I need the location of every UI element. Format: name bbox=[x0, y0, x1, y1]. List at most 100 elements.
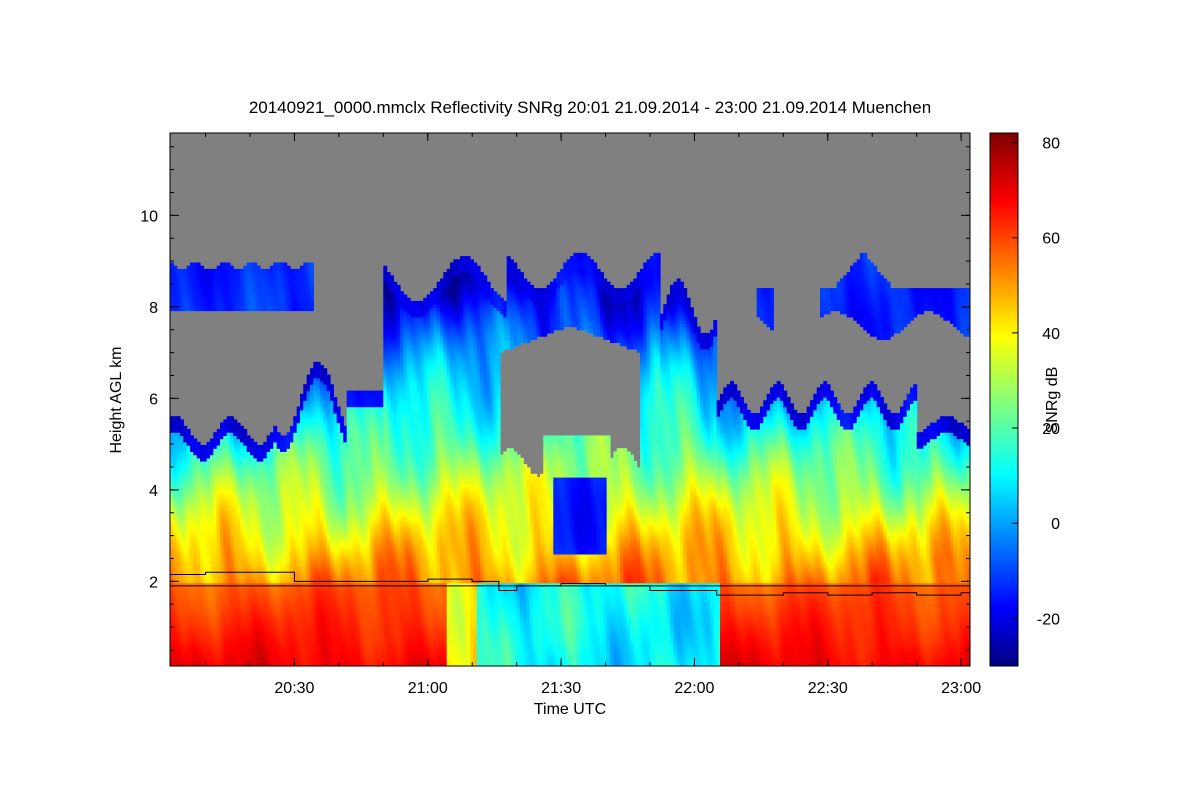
heatmap-cell bbox=[236, 291, 241, 296]
heatmap-cell bbox=[226, 531, 231, 536]
heatmap-cell bbox=[316, 550, 321, 555]
heatmap-cell bbox=[310, 432, 314, 436]
heatmap-cell bbox=[236, 425, 241, 430]
heatmap-cell bbox=[216, 502, 221, 507]
heatmap-cell bbox=[220, 505, 224, 510]
heatmap-cell bbox=[203, 614, 208, 619]
heatmap-cell bbox=[226, 416, 231, 420]
heatmap-cell bbox=[226, 461, 231, 465]
heatmap-cell bbox=[176, 441, 181, 446]
heatmap-cell bbox=[233, 528, 238, 533]
heatmap-cell bbox=[243, 467, 248, 472]
heatmap-cell bbox=[290, 284, 294, 289]
heatmap-cell bbox=[213, 611, 218, 616]
heatmap-cell bbox=[310, 381, 314, 385]
heatmap-cell bbox=[320, 569, 324, 574]
heatmap-cell bbox=[180, 553, 184, 558]
heatmap-cell bbox=[256, 576, 261, 581]
heatmap-cell bbox=[210, 467, 214, 472]
heatmap-cell bbox=[266, 486, 271, 491]
heatmap-cell bbox=[226, 502, 231, 507]
heatmap-cell bbox=[273, 509, 278, 513]
heatmap-cell bbox=[293, 608, 298, 613]
heatmap-cell bbox=[246, 618, 251, 622]
heatmap-cell bbox=[200, 605, 204, 609]
heatmap-cell bbox=[170, 528, 174, 533]
heatmap-cell bbox=[186, 281, 191, 286]
heatmap-cell bbox=[216, 294, 221, 299]
heatmap-cell bbox=[300, 608, 304, 613]
heatmap-cell bbox=[216, 288, 221, 292]
heatmap-cell bbox=[270, 448, 274, 452]
heatmap-cell bbox=[280, 461, 284, 465]
heatmap-cell bbox=[223, 592, 228, 597]
heatmap-cell bbox=[236, 297, 241, 302]
heatmap-cell bbox=[183, 467, 188, 472]
heatmap-cell bbox=[213, 441, 218, 446]
heatmap-cell bbox=[180, 601, 184, 606]
heatmap-cell bbox=[303, 489, 308, 494]
heatmap-cell bbox=[273, 499, 278, 504]
heatmap-cell bbox=[183, 473, 188, 478]
heatmap-cell bbox=[196, 595, 201, 600]
heatmap-cell bbox=[290, 297, 294, 302]
heatmap-cell bbox=[290, 566, 294, 571]
heatmap-cell bbox=[170, 563, 174, 568]
heatmap-cell bbox=[306, 598, 311, 603]
heatmap-cell bbox=[233, 582, 238, 587]
heatmap-cell bbox=[286, 541, 291, 545]
heatmap-cell bbox=[276, 643, 281, 648]
heatmap-cell bbox=[243, 429, 248, 433]
heatmap-cell bbox=[293, 294, 298, 299]
heatmap-cell bbox=[273, 486, 278, 491]
heatmap-cell bbox=[290, 294, 294, 299]
heatmap-cell bbox=[216, 646, 221, 651]
heatmap-cell bbox=[270, 512, 274, 517]
heatmap-cell bbox=[290, 483, 294, 488]
heatmap-cell bbox=[310, 486, 314, 491]
heatmap-cell bbox=[266, 502, 271, 507]
heatmap-cell bbox=[250, 294, 254, 299]
heatmap-cell bbox=[313, 634, 318, 638]
heatmap-cell bbox=[230, 278, 234, 283]
heatmap-cell bbox=[226, 541, 231, 545]
heatmap-cell bbox=[323, 544, 328, 549]
heatmap-cell bbox=[230, 553, 234, 558]
heatmap-cell bbox=[290, 563, 294, 568]
heatmap-cell bbox=[263, 477, 268, 481]
heatmap-cell bbox=[180, 419, 184, 424]
heatmap-cell bbox=[296, 605, 301, 609]
heatmap-cell bbox=[170, 650, 174, 654]
heatmap-cell bbox=[233, 531, 238, 536]
heatmap-cell bbox=[276, 618, 281, 622]
heatmap-cell bbox=[290, 304, 294, 308]
heatmap-cell bbox=[260, 544, 264, 549]
heatmap-cell bbox=[183, 307, 188, 312]
heatmap-cell bbox=[283, 281, 288, 286]
heatmap-cell bbox=[246, 576, 251, 581]
heatmap-cell bbox=[240, 275, 244, 280]
heatmap-cell bbox=[226, 634, 231, 638]
heatmap-cell bbox=[286, 547, 291, 552]
heatmap-cell bbox=[306, 656, 311, 661]
heatmap-cell bbox=[303, 563, 308, 568]
heatmap-cell bbox=[276, 579, 281, 584]
heatmap-cell bbox=[316, 640, 321, 645]
heatmap-cell bbox=[276, 528, 281, 533]
heatmap-cell bbox=[283, 601, 288, 606]
heatmap-cell bbox=[303, 384, 308, 388]
heatmap-cell bbox=[256, 457, 261, 462]
heatmap-cell bbox=[320, 489, 324, 494]
heatmap-cell bbox=[323, 589, 328, 593]
heatmap-cell bbox=[210, 640, 214, 645]
heatmap-cell bbox=[290, 601, 294, 606]
heatmap-cell bbox=[196, 284, 201, 289]
heatmap-cell bbox=[246, 659, 251, 664]
heatmap-cell bbox=[206, 624, 211, 629]
heatmap-cell bbox=[180, 489, 184, 494]
heatmap-cell bbox=[223, 608, 228, 613]
heatmap-cell bbox=[286, 284, 291, 289]
heatmap-cell bbox=[250, 278, 254, 283]
heatmap-cell bbox=[216, 643, 221, 648]
heatmap-cell bbox=[270, 467, 274, 472]
